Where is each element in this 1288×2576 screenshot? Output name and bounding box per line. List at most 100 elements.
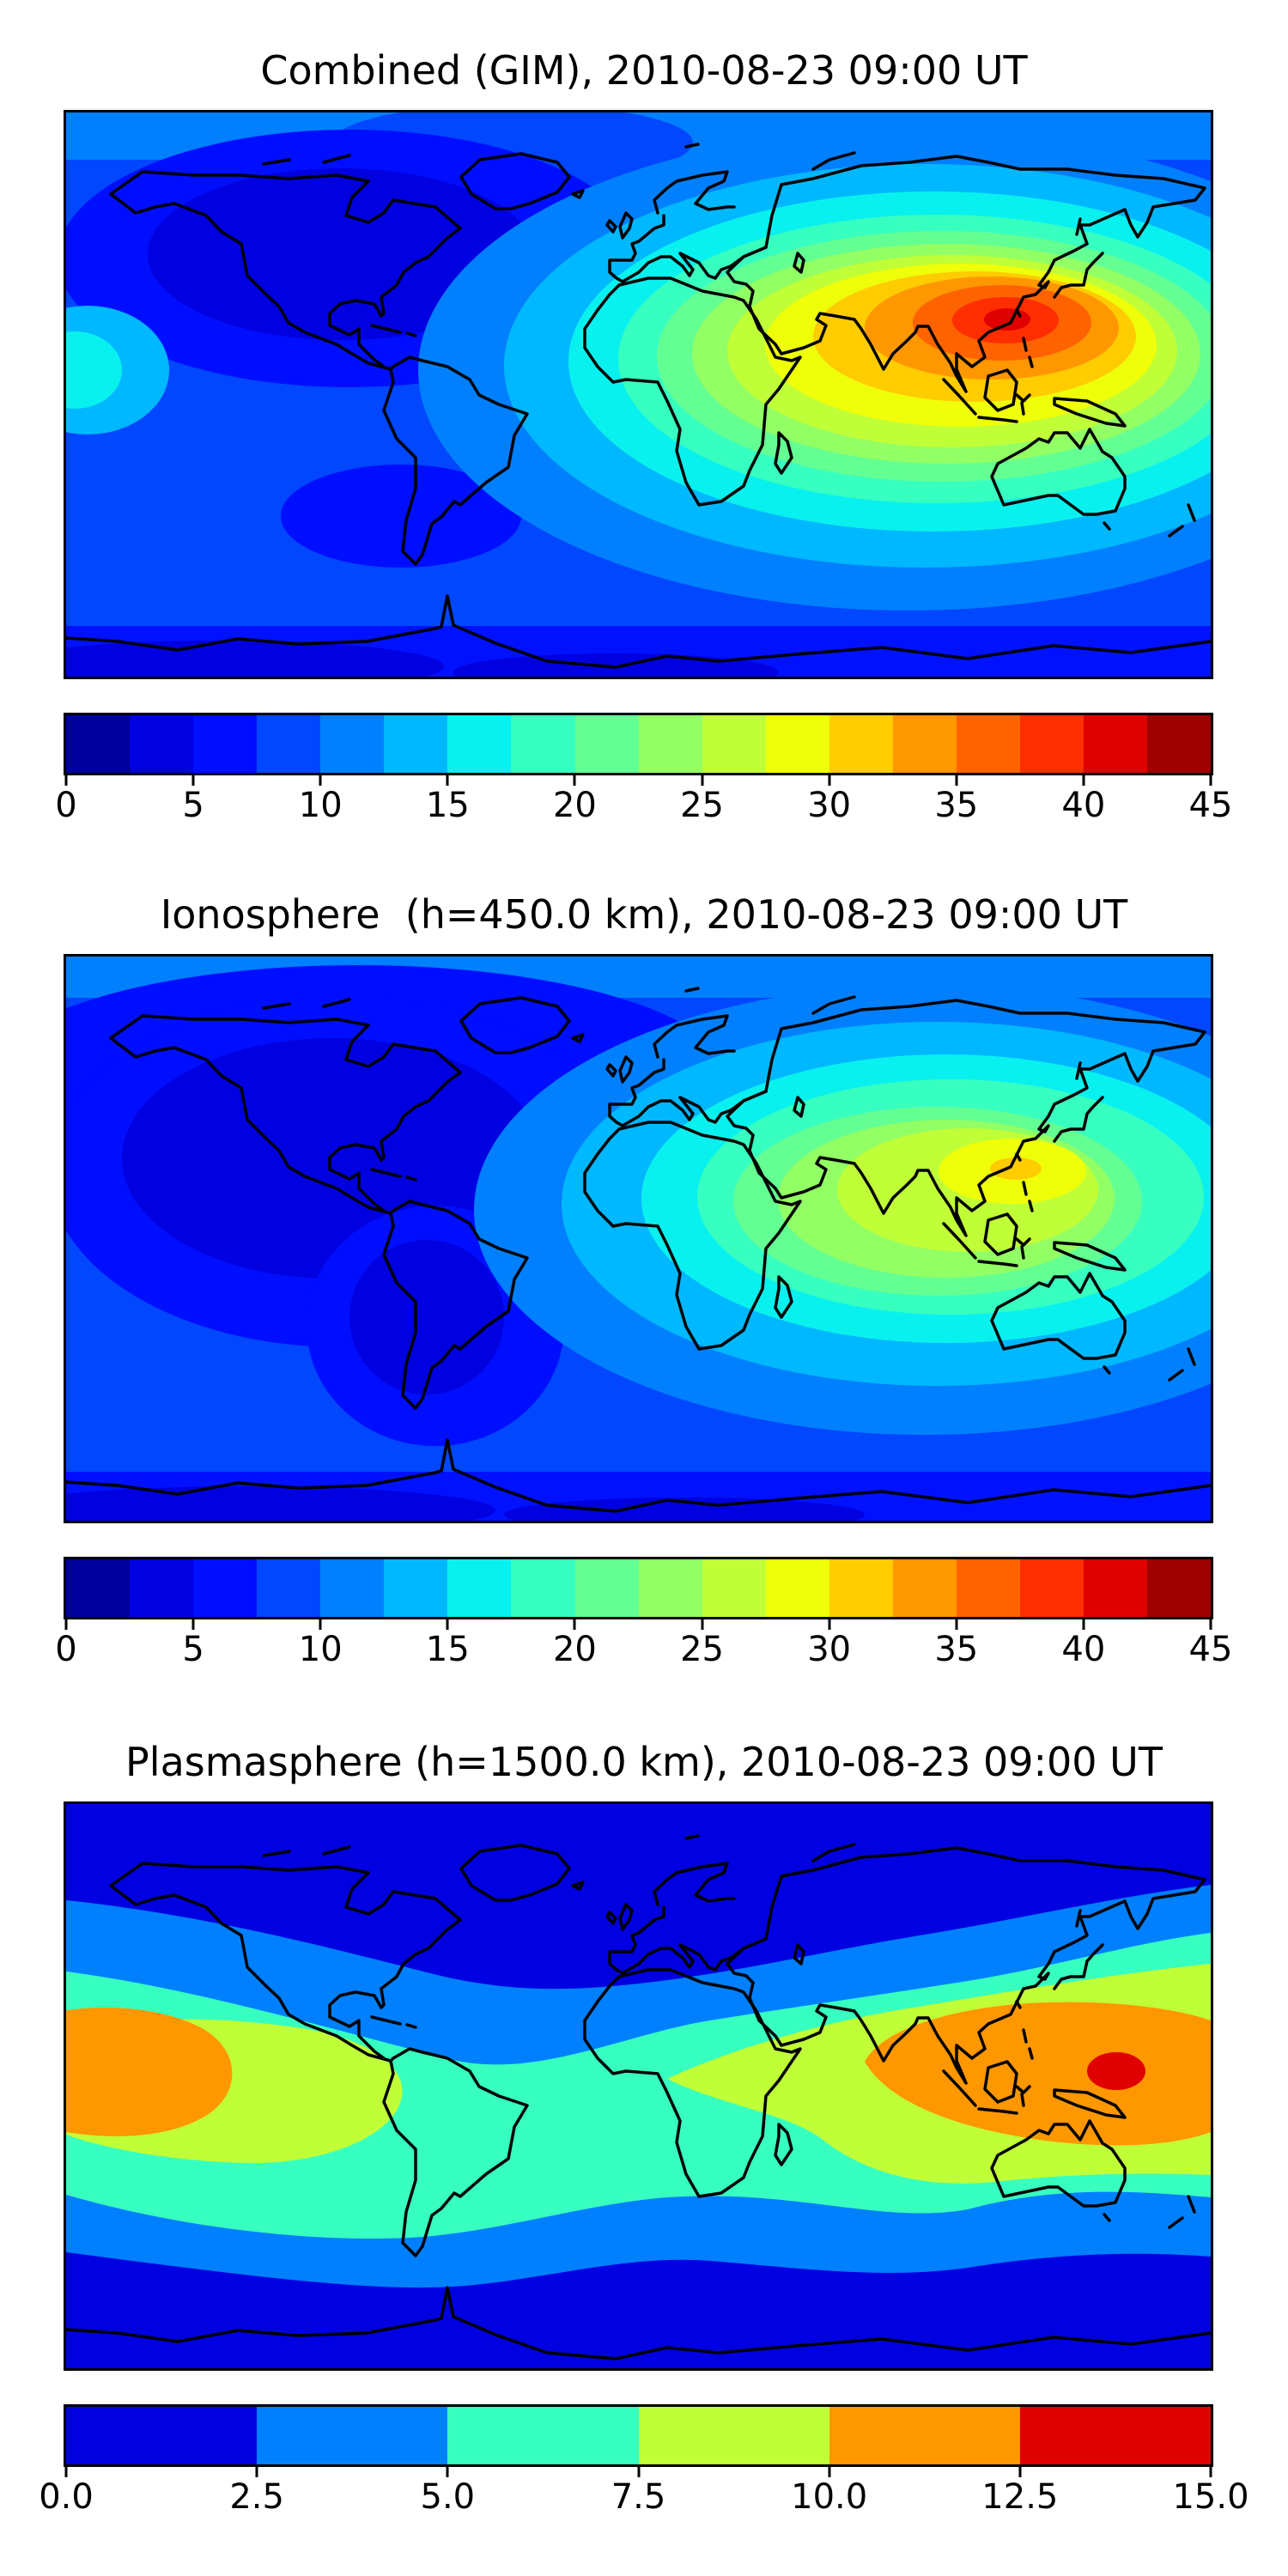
colorbar-tick-mark	[1209, 1617, 1212, 1630]
colorbar-combined	[64, 713, 1213, 775]
colorbar-segment	[829, 2407, 1020, 2464]
colorbar-segment	[1147, 1559, 1212, 1617]
colorbar-axis-plasmasphere: 0.0 2.5 5.0 7.5 10.0 12.5 15.0	[39, 2464, 1249, 2533]
colorbar-tick-label: 10	[298, 786, 343, 825]
colorbar-tick-mark	[319, 1617, 322, 1630]
panel-ionosphere: Ionosphere (h=450.0 km), 2010-08-23 09:0…	[0, 844, 1288, 1690]
colorbar-tick-mark	[255, 2464, 258, 2477]
colorbar-tick-mark	[955, 1617, 958, 1630]
colorbar-tick-label: 35	[934, 1630, 979, 1669]
colorbar-tick-mark	[1082, 1617, 1085, 1630]
colorbar-tick-mark	[1209, 2464, 1212, 2477]
colorbar-tick-mark	[191, 773, 195, 786]
colorbar-segment	[1019, 715, 1084, 773]
colorbar-tick-label: 5.0	[420, 2477, 476, 2517]
colorbar-tick-mark	[573, 1617, 576, 1630]
panel-title: Plasmasphere (h=1500.0 km), 2010-08-23 0…	[125, 1739, 1163, 1785]
colorbar-axis-ionosphere: 0 5 10 15 20 25 30 35 40 45	[55, 1617, 1232, 1686]
colorbar-segments	[66, 2407, 1212, 2464]
colorbar-segment	[66, 2407, 258, 2464]
tec-field-layers	[66, 957, 1211, 1521]
colorbar-tick-mark	[64, 2464, 68, 2477]
blob-orange-asia	[865, 2002, 1211, 2146]
colorbar-tick-label: 45	[1188, 1630, 1233, 1669]
colorbar-tick-label: 20	[552, 786, 597, 825]
tec-field-layers	[66, 112, 1211, 677]
colorbar-segment	[702, 1559, 766, 1617]
colorbar-tick-label: 40	[1061, 1630, 1106, 1669]
colorbar-tick-mark	[828, 773, 831, 786]
colorbar-tick-label: 2.5	[229, 2477, 284, 2517]
colorbar-segment	[66, 1559, 131, 1617]
colorbar-tick-label: 10	[298, 1630, 343, 1669]
colorbar-tick-label: 12.5	[981, 2477, 1059, 2517]
panel-title: Ionosphere (h=450.0 km), 2010-08-23 09:0…	[160, 891, 1128, 938]
colorbar-segment	[1019, 1559, 1084, 1617]
colorbar-tick-mark	[828, 2464, 831, 2477]
colorbar-segment	[638, 1559, 702, 1617]
colorbar-tick-label: 10.0	[791, 2477, 868, 2517]
colorbar-segment	[1147, 715, 1212, 773]
contour-field-combined	[66, 112, 1211, 677]
colorbar-segment	[257, 2407, 448, 2464]
colorbar-segment	[765, 1559, 829, 1617]
colorbar-tick-label: 5	[182, 1630, 204, 1669]
map-ionosphere	[64, 954, 1213, 1523]
colorbar-tick-label: 0	[55, 1630, 77, 1669]
colorbar-segments	[66, 1559, 1212, 1617]
colorbar-segment	[384, 715, 448, 773]
colorbar-segment	[257, 1559, 321, 1617]
colorbar-segment	[574, 715, 639, 773]
colorbar-tick-mark	[1082, 773, 1085, 786]
colorbar-segment	[1019, 2407, 1212, 2464]
blob-red-peak	[1087, 2052, 1145, 2090]
colorbar-plasmasphere	[64, 2404, 1213, 2467]
colorbar-segment	[384, 1559, 448, 1617]
colorbar-tick-label: 20	[552, 1630, 597, 1669]
panel-title: Combined (GIM), 2010-08-23 09:00 UT	[260, 47, 1028, 94]
colorbar-tick-mark	[446, 773, 449, 786]
colorbar-tick-mark	[319, 773, 322, 786]
colorbar-tick-label: 40	[1061, 786, 1106, 825]
colorbar-segment	[702, 715, 766, 773]
colorbar-tick-mark	[573, 773, 576, 786]
colorbar-segment	[193, 715, 258, 773]
colorbar-tick-label: 45	[1188, 786, 1233, 825]
colorbar-tick-label: 0.0	[39, 2477, 94, 2517]
panel-combined-gim: Combined (GIM), 2010-08-23 09:00 UT	[0, 0, 1288, 846]
colorbar-tick-label: 15.0	[1172, 2477, 1249, 2517]
colorbar-segment	[447, 715, 512, 773]
colorbar-segment	[511, 1559, 575, 1617]
colorbar-segment	[956, 715, 1020, 773]
colorbar-segments	[66, 715, 1212, 773]
colorbar-tick-mark	[446, 1617, 449, 1630]
colorbar-tick-mark	[955, 773, 958, 786]
colorbar-segment	[511, 715, 575, 773]
colorbar-segment	[193, 1559, 258, 1617]
colorbar-tick-mark	[446, 2464, 449, 2477]
colorbar-segment	[66, 715, 131, 773]
colorbar-tick-mark	[1209, 773, 1212, 786]
colorbar-segment	[892, 1559, 957, 1617]
colorbar-tick-label: 15	[425, 786, 470, 825]
colorbar-segment	[320, 715, 385, 773]
colorbar-segment	[829, 1559, 893, 1617]
colorbar-tick-mark	[637, 2464, 640, 2477]
colorbar-segment	[574, 1559, 639, 1617]
colorbar-segment	[638, 715, 702, 773]
colorbar-tick-label: 30	[807, 1630, 852, 1669]
panel-plasmasphere: Plasmasphere (h=1500.0 km), 2010-08-23 0…	[0, 1692, 1288, 2537]
colorbar-axis-combined: 0 5 10 15 20 25 30 35 40 45	[55, 773, 1232, 841]
colorbar-tick-mark	[701, 773, 704, 786]
colorbar-segment	[1084, 715, 1148, 773]
colorbar-tick-label: 5	[182, 786, 204, 825]
colorbar-tick-mark	[701, 1617, 704, 1630]
colorbar-tick-label: 30	[807, 786, 852, 825]
colorbar-segment	[130, 715, 194, 773]
colorbar-segment	[765, 715, 829, 773]
colorbar-tick-mark	[64, 1617, 68, 1630]
colorbar-tick-mark	[64, 773, 68, 786]
colorbar-tick-label: 35	[934, 786, 979, 825]
contour-field-plasmasphere	[66, 1804, 1211, 2368]
